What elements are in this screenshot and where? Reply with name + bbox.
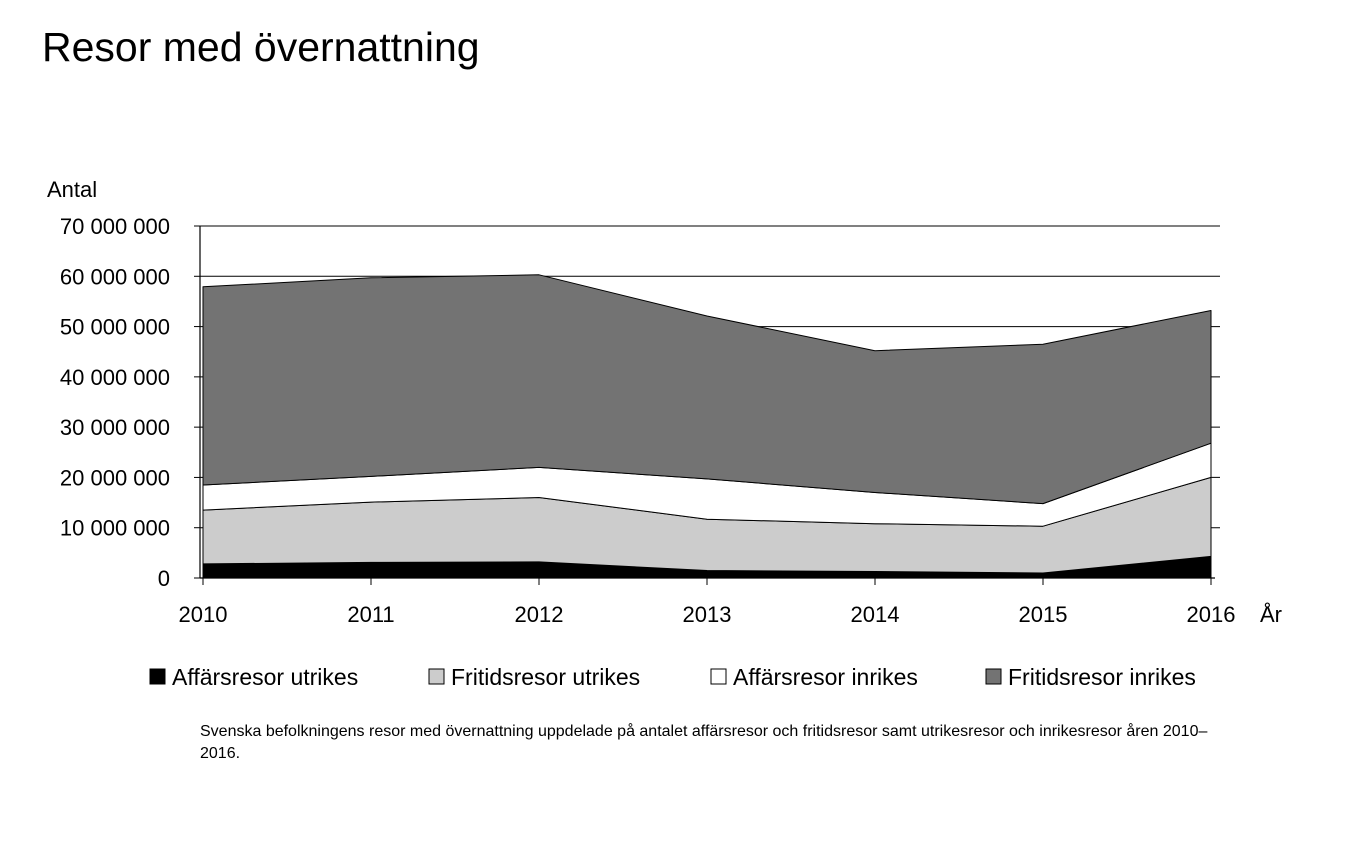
y-tick-label: 0	[158, 566, 170, 591]
y-tick-labels: 0 10 000 000 20 000 000 30 000 000 40 000 00…	[60, 214, 170, 591]
figure-caption: Svenska befolkningens resor med övernatt…	[200, 723, 1208, 762]
area-fritidsresor-inrikes	[202, 274, 1212, 505]
y-tick-label: 50 000 000	[60, 315, 170, 340]
y-tick-label: 60 000 000	[60, 264, 170, 289]
x-tick-label: 2014	[851, 602, 900, 627]
x-tick-label: 2016	[1187, 602, 1236, 627]
x-tick-label: 2011	[347, 602, 394, 627]
legend-swatch-aff-rsresor-inrikes	[710, 668, 727, 685]
legend-label-fritidsresor-utrikes: Fritidsresor utrikes	[451, 664, 640, 690]
y-tick-label: 40 000 000	[60, 365, 170, 390]
x-tick-label: 2010	[179, 602, 228, 627]
y-tick-label: 20 000 000	[60, 465, 170, 490]
stacked-area-chart: 0 10 000 000 20 000 000 30 000 000 40 000 00…	[47, 177, 1282, 690]
x-tick-label: 2015	[1019, 602, 1068, 627]
legend-swatch-fritidsresor-utrikes	[428, 668, 445, 685]
legend-label-aff-rsresor-utrikes: Affärsresor utrikes	[172, 664, 358, 690]
legend-swatch-fritidsresor-inrikes	[985, 668, 1002, 685]
x-tick-labels: 2010 2011 2012 2013 2014 2015 2016	[179, 602, 1236, 627]
area-series	[202, 274, 1212, 579]
legend-swatch-aff-rsresor-utrikes	[149, 668, 166, 685]
legend: Affärsresor utrikes Fritidsresor utrikes A…	[149, 664, 1196, 690]
y-tick-label: 70 000 000	[60, 214, 170, 239]
x-axis-label: År	[1260, 602, 1282, 627]
y-tick-label: 30 000 000	[60, 415, 170, 440]
y-tick-label: 10 000 000	[60, 516, 170, 541]
legend-label-aff-rsresor-inrikes: Affärsresor inrikes	[733, 664, 918, 690]
legend-label-fritidsresor-inrikes: Fritidsresor inrikes	[1008, 664, 1196, 690]
x-tick-label: 2012	[515, 602, 564, 627]
page-title: Resor med övernattning	[42, 24, 480, 70]
axes	[194, 225, 1215, 585]
x-tick-label: 2013	[683, 602, 732, 627]
y-axis-label: Antal	[47, 177, 97, 202]
